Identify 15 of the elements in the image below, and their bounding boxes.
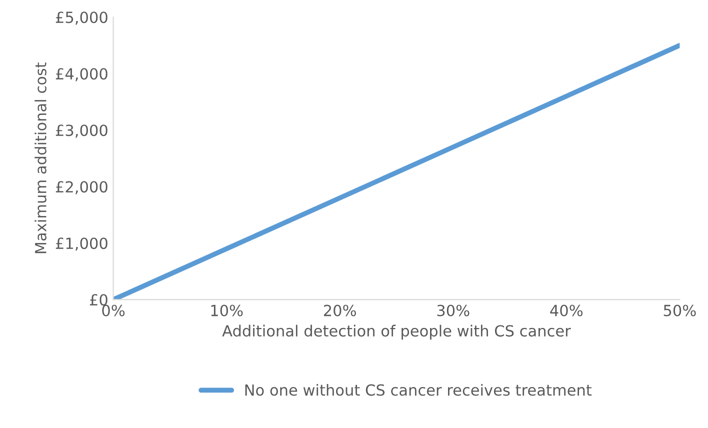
y-tick-label: £0 [90,294,108,306]
y-tick-label: £5,000 [56,12,108,25]
x-tick-label: 30% [437,304,470,316]
x-tick-label: 20% [324,304,356,316]
legend-label: No one without CS cancer receives treatment [245,384,592,396]
y-tick-label: £2,000 [56,181,108,194]
x-axis-title: Additional detection of people with CS cancer [222,324,571,340]
x-tick-label: 10% [211,304,243,316]
y-tick-label: £4,000 [56,68,108,82]
x-tick-label: 50% [664,304,696,316]
y-tick-label: £1,000 [56,238,108,251]
x-tick-label: 40% [550,304,583,316]
x-tick-label: 0% [102,304,125,316]
y-axis-title: Maximum additional cost [34,62,46,254]
y-tick-label: £3,000 [56,124,108,138]
